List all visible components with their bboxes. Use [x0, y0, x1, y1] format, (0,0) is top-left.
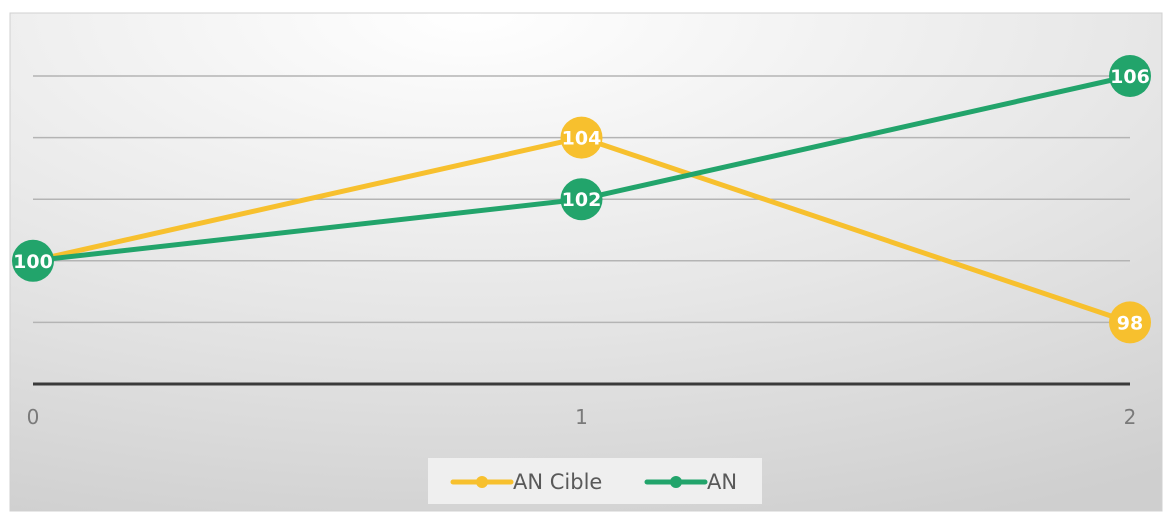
x-tick-label: 1	[575, 405, 588, 429]
data-point	[1109, 55, 1151, 97]
x-tick-label: 2	[1124, 405, 1137, 429]
legend-label: AN	[707, 470, 737, 494]
x-tick-label: 0	[27, 405, 40, 429]
data-label: 98	[1117, 312, 1143, 334]
data-label: 100	[13, 251, 53, 273]
legend: AN Cible AN	[428, 458, 762, 504]
data-labels: 104 98 100 102 106	[13, 66, 1150, 334]
data-label: 102	[562, 189, 602, 211]
series-lines	[12, 55, 1151, 344]
legend-label: AN Cible	[513, 470, 602, 494]
data-label: 106	[1110, 66, 1150, 88]
data-point	[12, 239, 54, 282]
legend-swatch-marker	[476, 476, 488, 488]
x-axis: 0 1 2	[27, 382, 1137, 429]
data-point	[560, 178, 603, 221]
data-point	[560, 116, 603, 159]
data-label: 104	[562, 128, 602, 150]
plot-background	[9, 12, 1163, 512]
data-point	[1109, 301, 1151, 344]
legend-swatch-marker	[670, 476, 682, 488]
